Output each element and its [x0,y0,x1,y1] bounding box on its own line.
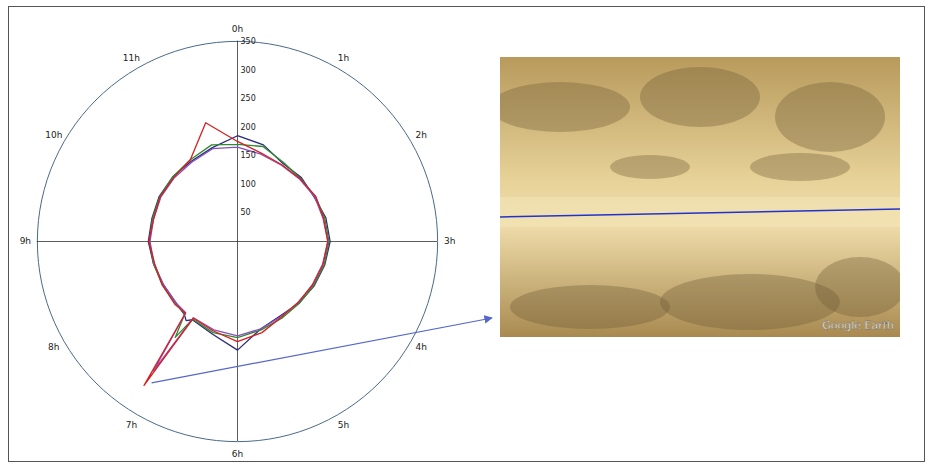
svg-text:150: 150 [241,151,256,160]
svg-text:300: 300 [241,66,256,75]
svg-text:1h: 1h [338,53,349,63]
svg-text:5h: 5h [338,420,349,430]
svg-text:0h: 0h [232,24,243,34]
svg-text:6h: 6h [232,449,243,459]
svg-text:4h: 4h [415,342,426,352]
svg-text:350: 350 [241,37,256,46]
svg-text:50: 50 [241,208,251,217]
svg-text:7h: 7h [126,420,137,430]
svg-text:11h: 11h [123,53,140,63]
svg-text:200: 200 [241,123,256,132]
svg-text:3h: 3h [444,236,455,246]
svg-text:100: 100 [241,180,256,189]
svg-text:250: 250 [241,94,256,103]
svg-text:Google Earth: Google Earth [822,319,894,332]
svg-text:2h: 2h [415,130,426,140]
svg-text:8h: 8h [48,342,59,352]
svg-text:9h: 9h [20,236,31,246]
svg-text:10h: 10h [45,130,62,140]
